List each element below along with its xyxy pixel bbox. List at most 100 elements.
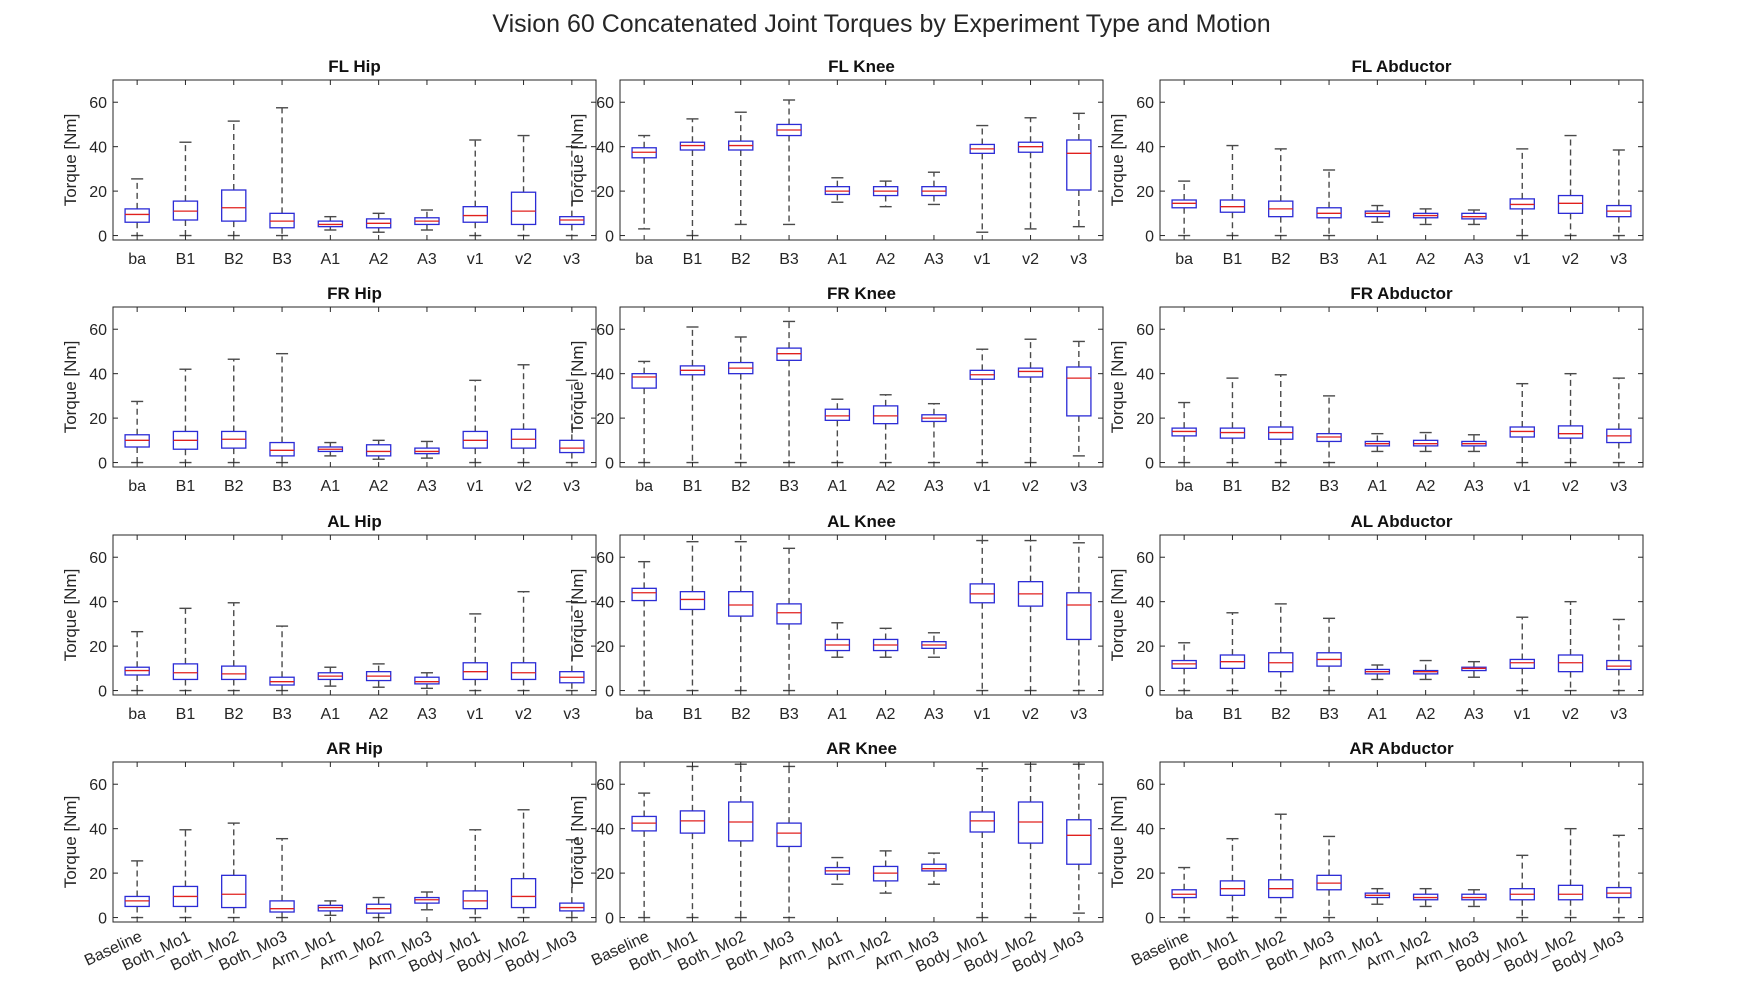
fl-hip-box <box>124 208 150 223</box>
al-abductor-box <box>1509 658 1535 669</box>
al-abductor-xtick-label: B2 <box>1271 706 1291 723</box>
al-hip-title: AL Hip <box>327 512 381 531</box>
al-knee-ytick-label: 0 <box>605 684 614 701</box>
ar-hip-ytick-label: 20 <box>89 866 107 883</box>
ar-knee-box <box>679 810 706 834</box>
fr-knee-xtick-label: B1 <box>683 478 703 495</box>
al-abductor-title: AL Abductor <box>1351 512 1453 531</box>
fr-hip-title: FR Hip <box>327 284 382 303</box>
fl-abductor-xtick-label: B3 <box>1319 251 1339 268</box>
al-abductor-xtick-label: ba <box>1175 706 1193 723</box>
fl-hip-ytick-label: 60 <box>89 95 107 112</box>
fl-knee-xtick-label: B2 <box>731 251 751 268</box>
al-knee-xtick-label: B2 <box>731 706 751 723</box>
fr-hip-xtick-label: ba <box>128 478 146 495</box>
al-knee-xtick-label: A3 <box>924 706 944 723</box>
fl-knee-xtick-label: B1 <box>683 251 703 268</box>
ar-knee-ytick-label: 40 <box>596 822 614 839</box>
fr-knee-xtick-label: v3 <box>1070 478 1087 495</box>
al-knee-xtick-label: ba <box>635 706 653 723</box>
al-knee-ytick-label: 40 <box>596 595 614 612</box>
ar-hip-title: AR Hip <box>326 739 383 758</box>
fl-abductor-title: FL Abductor <box>1351 57 1451 76</box>
fl-hip-xtick-label: ba <box>128 251 146 268</box>
al-knee-box <box>631 587 657 602</box>
ar-knee-axes-frame <box>619 761 1104 923</box>
al-hip-ytick-label: 40 <box>89 595 107 612</box>
al-hip-xtick-label: B1 <box>176 706 196 723</box>
fl-knee-xtick-label: A3 <box>924 251 944 268</box>
al-knee-xtick-label: B1 <box>683 706 703 723</box>
al-hip-box <box>221 665 247 681</box>
fr-knee-xtick-label: ba <box>635 478 653 495</box>
fl-abductor-ytick-label: 40 <box>1136 140 1154 157</box>
al-knee-xtick-label: v2 <box>1022 706 1039 723</box>
fr-abductor-ytick-label: 0 <box>1145 456 1154 473</box>
fr-hip-ytick-label: 0 <box>98 456 107 473</box>
fl-abductor-xtick-label: A2 <box>1416 251 1436 268</box>
fr-hip-axes-frame <box>112 306 597 468</box>
ar-hip-box <box>221 874 247 909</box>
fr-knee-ylabel: Torque [Nm] <box>568 341 587 434</box>
ar-abductor-axes-frame <box>1159 761 1644 923</box>
fl-hip-ytick-label: 0 <box>98 229 107 246</box>
fr-abductor-axes-frame <box>1159 306 1644 468</box>
fl-hip-xtick-label: v2 <box>515 251 532 268</box>
fr-knee-axes-frame <box>619 306 1104 468</box>
al-hip-xtick-label: v3 <box>563 706 580 723</box>
al-hip-ytick-label: 0 <box>98 684 107 701</box>
ar-abductor-ylabel: Torque [Nm] <box>1108 796 1127 889</box>
fr-hip-xtick-label: v2 <box>515 478 532 495</box>
fr-hip-xtick-label: B2 <box>224 478 244 495</box>
ar-hip-axes-frame <box>112 761 597 923</box>
al-hip-ylabel: Torque [Nm] <box>61 569 80 662</box>
ar-hip-ytick-label: 40 <box>89 822 107 839</box>
fr-hip-box <box>269 441 295 457</box>
al-abductor-xtick-label: A3 <box>1464 706 1484 723</box>
al-abductor-xtick-label: A1 <box>1368 706 1388 723</box>
fr-abductor-ytick-label: 20 <box>1136 411 1154 428</box>
fl-abductor-xtick-label: v2 <box>1562 251 1579 268</box>
fr-abductor-xtick-label: ba <box>1175 478 1193 495</box>
fl-hip-ytick-label: 20 <box>89 184 107 201</box>
fr-knee-xtick-label: v2 <box>1022 478 1039 495</box>
fl-hip-ylabel: Torque [Nm] <box>61 114 80 207</box>
ar-abductor-box <box>1557 884 1584 901</box>
ar-knee-ytick-label: 20 <box>596 866 614 883</box>
fl-hip-title: FL Hip <box>328 57 381 76</box>
al-hip-axes-frame <box>112 534 597 696</box>
al-knee-xtick-label: B3 <box>779 706 799 723</box>
al-knee-axes-frame <box>619 534 1104 696</box>
al-knee-ytick-label: 20 <box>596 639 614 656</box>
fl-knee-xtick-label: ba <box>635 251 653 268</box>
fl-hip-xtick-label: B1 <box>176 251 196 268</box>
fl-abductor-xtick-label: v3 <box>1610 251 1627 268</box>
al-hip-xtick-label: B2 <box>224 706 244 723</box>
fr-hip-ylabel: Torque [Nm] <box>61 341 80 434</box>
al-abductor-ytick-label: 40 <box>1136 595 1154 612</box>
fr-hip-xtick-label: A2 <box>369 478 389 495</box>
fr-abductor-ytick-label: 40 <box>1136 367 1154 384</box>
ar-knee-box <box>776 822 802 848</box>
fl-abductor-xtick-label: A1 <box>1368 251 1388 268</box>
fr-knee-box <box>824 408 851 421</box>
fr-knee-box <box>1066 366 1092 417</box>
al-hip-box <box>414 676 440 685</box>
fr-knee-box <box>872 405 899 425</box>
ar-abductor-title: AR Abductor <box>1349 739 1454 758</box>
fr-knee-ytick-label: 40 <box>596 367 614 384</box>
al-hip-xtick-label: A2 <box>369 706 389 723</box>
fl-abductor-ytick-label: 60 <box>1136 95 1154 112</box>
fl-abductor-xtick-label: B1 <box>1223 251 1243 268</box>
fl-hip-xtick-label: A2 <box>369 251 389 268</box>
ar-abductor-ytick-label: 60 <box>1136 777 1154 794</box>
al-abductor-ytick-label: 60 <box>1136 550 1154 567</box>
ar-knee-title: AR Knee <box>826 739 897 758</box>
al-abductor-xtick-label: v3 <box>1610 706 1627 723</box>
fr-hip-xtick-label: B1 <box>176 478 196 495</box>
fr-abductor-xtick-label: v2 <box>1562 478 1579 495</box>
ar-hip-box <box>462 890 488 910</box>
fr-hip-ytick-label: 60 <box>89 322 107 339</box>
fr-knee-xtick-label: A2 <box>876 478 896 495</box>
fl-abductor-box <box>1557 194 1584 214</box>
